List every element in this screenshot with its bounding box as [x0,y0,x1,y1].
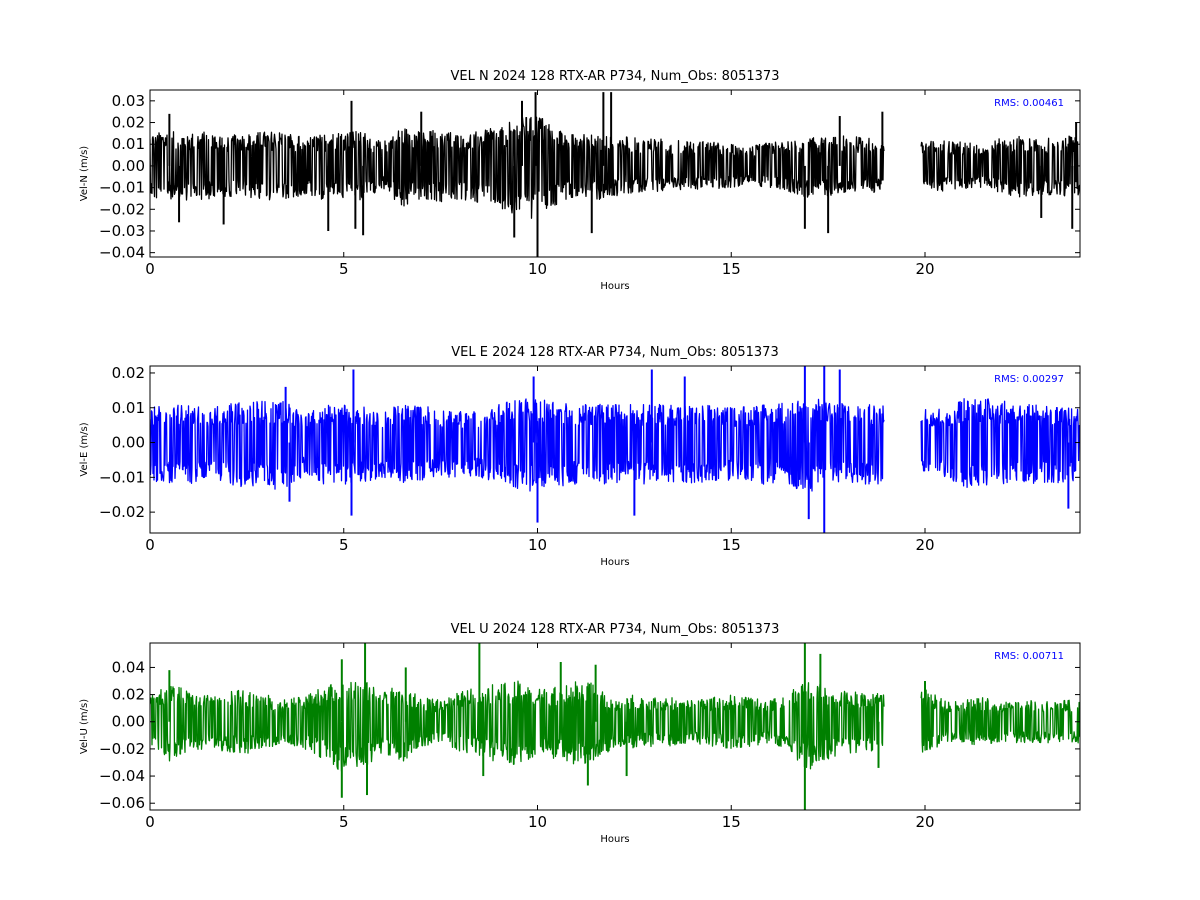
y-tick-label: −0.02 [99,200,145,218]
x-tick-label: 20 [915,536,934,554]
x-tick-label: 15 [722,260,741,278]
x-tick-label: 20 [915,260,934,278]
y-axis-label: Vel-N (m/s) [79,146,90,201]
chart-title: VEL N 2024 128 RTX-AR P734, Num_Obs: 805… [451,69,780,84]
y-tick-label: −0.02 [99,503,145,521]
chart-title: VEL E 2024 128 RTX-AR P734, Num_Obs: 805… [451,345,778,360]
y-tick-label: 0.00 [112,713,145,731]
x-tick-label: 0 [145,536,155,554]
y-tick-label: 0.03 [112,92,145,110]
y-tick-label: −0.01 [99,179,145,197]
x-tick-label: 15 [722,536,741,554]
y-tick-label: −0.06 [99,794,145,812]
x-tick-label: 5 [339,536,349,554]
y-tick-label: 0.02 [112,114,145,132]
x-tick-label: 10 [528,813,547,831]
x-tick-label: 0 [145,260,155,278]
plot-frame [149,89,1081,258]
x-axis-label: Hours [600,834,629,845]
y-axis-label: Vel-E (m/s) [79,422,90,476]
x-tick-label: 15 [722,813,741,831]
data-series [150,366,1080,533]
x-axis-label: Hours [600,557,629,568]
data-series [150,643,1080,810]
series-trace-segment-2 [920,689,1080,753]
x-tick-label: 0 [145,813,155,831]
chart-panel-3: VEL U 2024 128 RTX-AR P734, Num_Obs: 805… [79,622,1081,845]
plot-frame [149,642,1081,811]
chart-panel-2: VEL E 2024 128 RTX-AR P734, Num_Obs: 805… [79,345,1081,568]
y-tick-label: 0.02 [112,364,145,382]
rms-annotation: RMS: 0.00711 [994,651,1064,662]
x-tick-label: 5 [339,813,349,831]
y-tick-label: 0.02 [112,686,145,704]
y-tick-label: 0.00 [112,434,145,452]
series-trace-segment-1 [150,398,885,492]
x-tick-label: 10 [528,536,547,554]
y-tick-label: 0.00 [112,157,145,175]
series-trace-segment-2 [920,398,1080,488]
data-series [150,92,1080,257]
rms-annotation: RMS: 0.00297 [994,374,1064,385]
x-tick-label: 20 [915,813,934,831]
rms-annotation: RMS: 0.00461 [994,98,1064,109]
plot-frame [149,365,1081,534]
y-tick-label: 0.01 [112,135,145,153]
x-axis-label: Hours [600,281,629,292]
series-trace-segment-2 [920,135,1080,198]
y-tick-label: −0.01 [99,468,145,486]
series-trace-segment-1 [150,116,885,219]
chart-title: VEL U 2024 128 RTX-AR P734, Num_Obs: 805… [451,622,780,637]
series-trace-segment-1 [150,680,885,772]
chart-panel-1: VEL N 2024 128 RTX-AR P734, Num_Obs: 805… [79,69,1081,292]
y-axis-label: Vel-U (m/s) [79,699,90,754]
x-tick-label: 5 [339,260,349,278]
y-tick-label: −0.02 [99,740,145,758]
y-tick-label: 0.01 [112,399,145,417]
y-tick-label: −0.04 [99,767,145,785]
y-tick-label: 0.04 [112,658,145,676]
x-tick-label: 10 [528,260,547,278]
y-tick-label: −0.03 [99,222,145,240]
y-tick-label: −0.04 [99,244,145,262]
